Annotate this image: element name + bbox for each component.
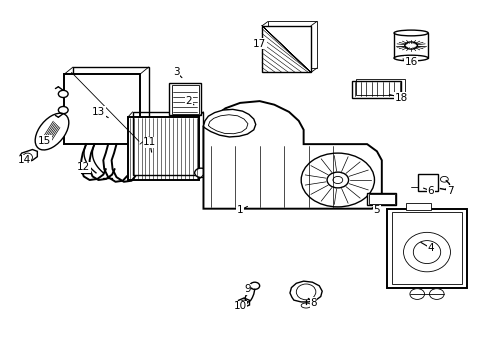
Ellipse shape (429, 289, 444, 300)
Ellipse shape (195, 168, 207, 177)
Bar (169, 83, 201, 116)
Text: 9: 9 (244, 284, 251, 294)
Bar (262, 26, 311, 72)
Bar (387, 209, 467, 288)
Text: 14: 14 (18, 155, 31, 165)
Ellipse shape (35, 113, 69, 150)
Ellipse shape (394, 30, 428, 36)
Text: 5: 5 (373, 206, 380, 216)
Bar (73, 67, 149, 137)
Ellipse shape (333, 176, 343, 184)
Ellipse shape (394, 55, 428, 61)
Ellipse shape (301, 153, 374, 207)
Text: 4: 4 (427, 243, 434, 253)
Text: 16: 16 (405, 57, 418, 67)
Bar (128, 117, 198, 180)
Bar (268, 22, 317, 68)
Text: 1: 1 (237, 206, 244, 216)
Text: 11: 11 (143, 138, 156, 147)
Text: 15: 15 (38, 136, 51, 145)
Bar (172, 85, 198, 114)
Bar (392, 212, 463, 284)
Polygon shape (203, 101, 382, 209)
Polygon shape (290, 281, 322, 302)
Text: 6: 6 (427, 186, 434, 196)
Text: 3: 3 (173, 67, 180, 77)
Text: 7: 7 (447, 186, 454, 196)
Polygon shape (19, 149, 37, 164)
Polygon shape (203, 109, 256, 137)
Polygon shape (208, 115, 248, 134)
Bar (418, 174, 438, 192)
Bar (133, 112, 203, 175)
Text: 2: 2 (186, 96, 192, 106)
Ellipse shape (296, 284, 316, 300)
Ellipse shape (58, 90, 68, 98)
Bar (369, 194, 394, 204)
Ellipse shape (327, 172, 348, 188)
Bar (394, 33, 428, 58)
Text: 8: 8 (310, 298, 317, 308)
Bar (356, 78, 405, 95)
Bar (64, 74, 140, 144)
Ellipse shape (404, 232, 450, 272)
Bar (352, 81, 401, 98)
Ellipse shape (301, 303, 311, 308)
Ellipse shape (405, 42, 417, 49)
Polygon shape (239, 298, 249, 307)
Text: 13: 13 (92, 107, 105, 117)
Text: 18: 18 (395, 93, 408, 103)
Ellipse shape (441, 176, 448, 182)
Text: 10: 10 (234, 301, 246, 311)
Ellipse shape (241, 300, 247, 305)
Ellipse shape (410, 289, 424, 300)
Text: 17: 17 (253, 39, 266, 49)
Ellipse shape (414, 240, 441, 264)
Bar (406, 203, 431, 211)
Ellipse shape (250, 282, 260, 289)
Text: 12: 12 (77, 162, 90, 172)
Bar (367, 193, 396, 205)
Ellipse shape (23, 153, 32, 162)
Ellipse shape (58, 107, 68, 114)
